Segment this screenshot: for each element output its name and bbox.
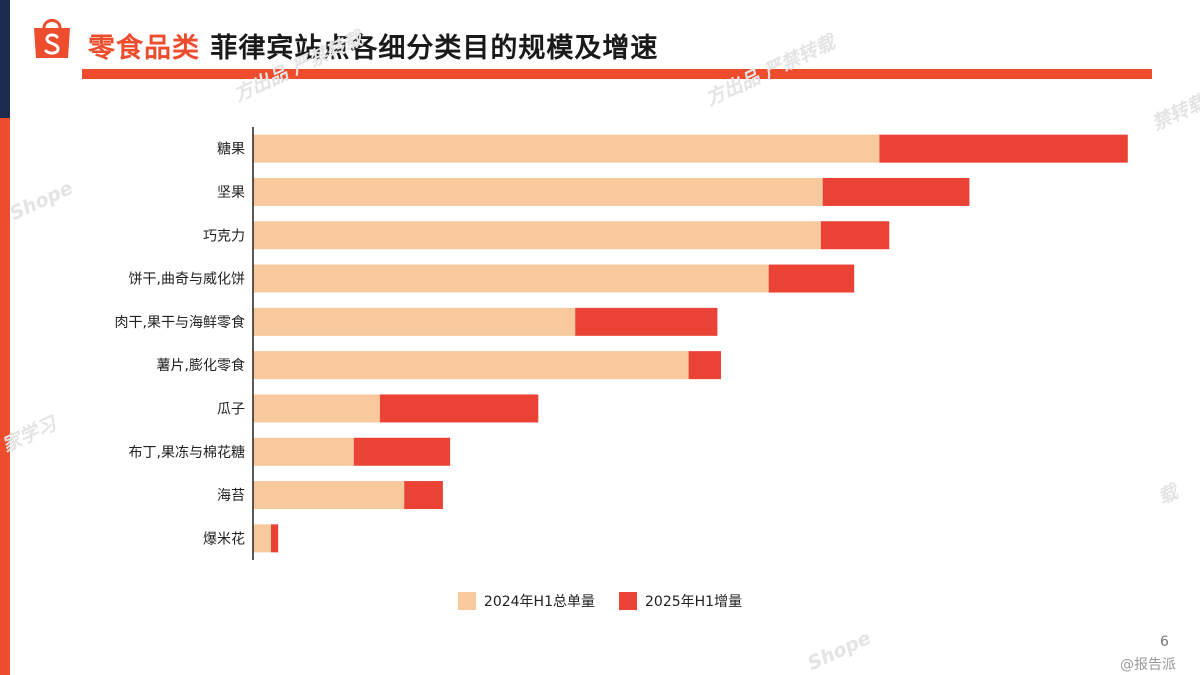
accent-bar-orange: [0, 118, 10, 675]
title-rest: 菲律宾站点各细分类目的规模及增速: [210, 33, 659, 64]
category-label: 糖果: [217, 142, 245, 158]
category-label: 瓜子: [217, 401, 245, 417]
category-labels-group: 糖果坚果巧克力饼干,曲奇与威化饼肉干,果干与海鲜零食薯片,膨化零食瓜子布丁,果冻…: [115, 142, 245, 548]
category-label: 海苔: [217, 487, 245, 504]
category-label: 巧克力: [203, 228, 245, 244]
bar-increment: [575, 307, 718, 336]
bar-base: [253, 307, 576, 336]
bar-increment: [820, 221, 890, 250]
bar-increment: [768, 264, 855, 293]
bar-base: [253, 134, 880, 163]
bar-base: [253, 394, 380, 423]
category-label: 薯片,膨化零食: [157, 357, 245, 374]
shopee-bag-icon: [34, 19, 70, 58]
bar-base: [253, 177, 823, 206]
legend-swatch-increment: [619, 592, 637, 610]
legend-swatch-base: [457, 592, 476, 610]
bar-base: [253, 351, 689, 380]
legend-label-increment: 2025年H1增量: [645, 594, 743, 610]
category-label: 布丁,果冻与棉花糖: [129, 444, 245, 461]
page-number: 6: [1160, 634, 1169, 650]
bar-increment: [379, 394, 539, 423]
bar-base: [253, 221, 821, 250]
bar-increment: [271, 524, 279, 553]
bar-increment: [353, 437, 451, 466]
page-title: 零食品类 菲律宾站点各细分类目的规模及增速: [88, 26, 658, 65]
bar-base: [253, 481, 405, 510]
category-label: 坚果: [217, 185, 245, 201]
legend-item-increment: 2025年H1增量: [619, 591, 742, 611]
source-credit: @报告派: [1120, 657, 1176, 673]
bars-group: [253, 134, 1128, 553]
bar-increment: [822, 177, 970, 206]
bar-increment: [879, 134, 1128, 163]
category-label: 肉干,果干与海鲜零食: [115, 314, 245, 331]
bar-increment: [688, 351, 721, 380]
legend-item-base: 2024年H1总单量: [457, 591, 595, 611]
title-highlight: 零食品类: [88, 33, 200, 64]
category-label: 爆米花: [203, 531, 245, 547]
title-underline: [82, 69, 1152, 79]
legend-label-base: 2024年H1总单量: [483, 594, 595, 610]
chart-legend: 2024年H1总单量 2025年H1增量: [0, 591, 1200, 611]
bar-increment: [404, 481, 443, 510]
bar-base: [253, 437, 354, 466]
bar-base: [253, 264, 769, 293]
accent-bar-navy: [0, 0, 10, 118]
category-label: 饼干,曲奇与威化饼: [129, 271, 245, 288]
bar-base: [253, 524, 271, 553]
